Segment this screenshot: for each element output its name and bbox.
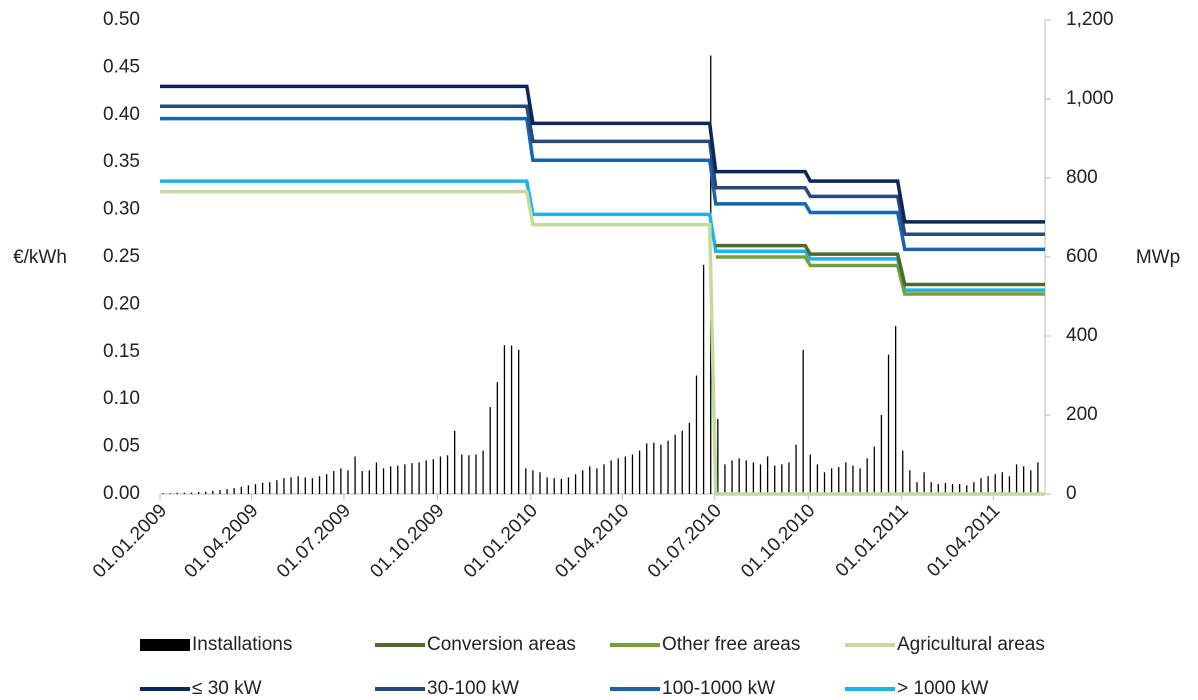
y-tick-label: 0.05 xyxy=(103,436,140,457)
legend-label: 30-100 kW xyxy=(427,678,519,699)
line xyxy=(160,116,1045,252)
y-tick-label: 0.10 xyxy=(103,388,140,409)
y-tick-label: 0.30 xyxy=(103,199,140,220)
y2-tick-label: 200 xyxy=(1066,404,1098,425)
x-tick-label: 01.01.2009 xyxy=(89,500,171,582)
y-tick-label: 0.25 xyxy=(103,246,140,267)
x-tick-label: 01.01.2010 xyxy=(460,500,542,582)
x-tick-label: 01.07.2010 xyxy=(644,500,726,582)
x-tick-label: 01.04.2009 xyxy=(180,500,262,582)
line xyxy=(160,189,1045,496)
y-tick-label: 0.00 xyxy=(103,483,140,504)
x-tick-label: 01.04.2011 xyxy=(923,500,1004,581)
y-tick-label: 0.50 xyxy=(103,9,140,30)
x-tick-label: 01.01.2011 xyxy=(832,500,913,581)
y-tick-label: 0.45 xyxy=(103,56,140,77)
legend-label: 100-1000 kW xyxy=(662,678,775,699)
x-tick-label: 01.04.2010 xyxy=(551,500,633,582)
line xyxy=(160,84,1045,224)
y2-tick-label: 400 xyxy=(1066,325,1098,346)
legend-swatch xyxy=(140,639,190,651)
y2-tick-label: 800 xyxy=(1066,167,1098,188)
line xyxy=(160,104,1045,236)
legend-label: Conversion areas xyxy=(427,634,576,655)
y2-tick-label: 1,000 xyxy=(1066,88,1114,109)
x-tick-label: 01.10.2009 xyxy=(366,500,448,582)
line xyxy=(715,243,1045,287)
y2-tick-label: 600 xyxy=(1066,246,1098,267)
legend-label: ≤ 30 kW xyxy=(192,678,262,699)
y2-tick-label: 1,200 xyxy=(1066,9,1114,30)
legend-label: Installations xyxy=(192,634,292,655)
line xyxy=(715,255,1045,296)
legend-label: Other free areas xyxy=(662,634,800,655)
y2-tick-label: 0 xyxy=(1066,483,1077,504)
legend-label: > 1000 kW xyxy=(897,678,988,699)
y-tick-label: 0.15 xyxy=(103,341,140,362)
y2-axis-label: MWp xyxy=(1136,247,1180,268)
legend-label: Agricultural areas xyxy=(897,634,1045,655)
y-tick-label: 0.40 xyxy=(103,104,140,125)
x-tick-label: 01.10.2010 xyxy=(737,500,819,582)
x-tick-label: 01.07.2009 xyxy=(273,500,355,582)
y-tick-label: 0.35 xyxy=(103,151,140,172)
y-axis-label: €/kWh xyxy=(13,247,67,268)
y-tick-label: 0.20 xyxy=(103,293,140,314)
